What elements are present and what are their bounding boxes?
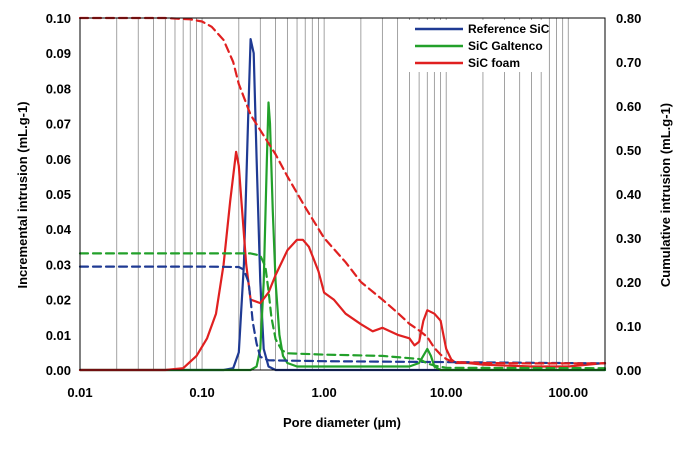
y-right-tick-label: 0.60 — [616, 99, 641, 114]
y-left-tick-label: 0.01 — [46, 328, 71, 343]
x-tick-label: 100.00 — [548, 385, 588, 400]
plot-area-frame — [79, 17, 606, 371]
incremental-line-2 — [78, 150, 607, 372]
series-layer — [78, 16, 607, 372]
x-axis-title: Pore diameter (µm) — [283, 415, 401, 430]
x-tick-label: 10.00 — [430, 385, 463, 400]
y-right-tick-label: 0.80 — [616, 11, 641, 26]
x-tick-label: 0.10 — [189, 385, 214, 400]
y-right-tick-label: 0.10 — [616, 319, 641, 334]
y-right-tick-label: 0.70 — [616, 55, 641, 70]
legend-label-sic-galtenco: SiC Galtenco — [468, 39, 543, 53]
y-left-tick-label: 0.10 — [46, 11, 71, 26]
grid-lines — [116, 18, 569, 370]
y-right-tick-label: 0.20 — [616, 275, 641, 290]
legend-label-sic-foam: SiC foam — [468, 56, 520, 70]
y-left-tick-label: 0.05 — [46, 187, 71, 202]
x-tick-label: 1.00 — [311, 385, 336, 400]
y-right-tick-label: 0.00 — [616, 363, 641, 378]
y-right-axis-title: Cumulative intrusion (mL.g-1) — [658, 103, 673, 287]
y-left-tick-label: 0.09 — [46, 46, 71, 61]
y-left-axis-title: Incremental intrusion (mL.g-1) — [15, 101, 30, 288]
cumulative-line-5 — [78, 16, 607, 365]
y-left-tick-label: 0.03 — [46, 257, 71, 272]
legend-label-reference-sic: Reference SiC — [468, 22, 550, 36]
incremental-line-0 — [78, 37, 607, 372]
legend: Reference SiC SiC Galtenco SiC foam — [408, 20, 550, 72]
y-left-tick-label: 0.07 — [46, 117, 71, 132]
y-left-tick-label: 0.06 — [46, 152, 71, 167]
incremental-line-1 — [78, 101, 607, 372]
cumulative-line-4 — [78, 252, 607, 370]
y-right-tick-label: 0.50 — [616, 143, 641, 158]
y-left-tick-label: 0.00 — [46, 363, 71, 378]
y-left-tick-label: 0.02 — [46, 293, 71, 308]
y-left-tick-label: 0.08 — [46, 81, 71, 96]
y-left-tick-label: 0.04 — [46, 222, 72, 237]
y-right-tick-label: 0.30 — [616, 231, 641, 246]
cumulative-line-3 — [78, 265, 607, 365]
tick-labels: 0.01 0.10 1.00 10.00 100.00 0.00 0.01 0.02 0.03 0… — [46, 11, 642, 400]
x-tick-label: 0.01 — [67, 385, 92, 400]
y-right-tick-label: 0.40 — [616, 187, 641, 202]
